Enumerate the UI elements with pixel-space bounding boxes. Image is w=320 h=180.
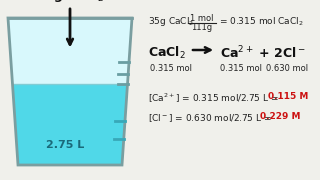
Text: CaCl$_2$: CaCl$_2$	[148, 45, 186, 61]
Polygon shape	[12, 84, 127, 165]
Text: 1 mol: 1 mol	[190, 14, 214, 23]
Text: = 0.315 mol CaCl$_2$: = 0.315 mol CaCl$_2$	[219, 15, 304, 28]
Text: 0.115 M: 0.115 M	[268, 92, 308, 101]
Text: Ca$^{2+}$ + 2Cl$^-$: Ca$^{2+}$ + 2Cl$^-$	[220, 45, 306, 62]
Text: 0.315 mol: 0.315 mol	[150, 64, 192, 73]
Text: 0.630 mol: 0.630 mol	[266, 64, 308, 73]
Text: [Cl$^-$] = 0.630 mol/2.75 L =: [Cl$^-$] = 0.630 mol/2.75 L =	[148, 112, 273, 124]
Polygon shape	[8, 18, 132, 165]
Text: 0.315 mol: 0.315 mol	[220, 64, 262, 73]
Text: 35g CaCl$_2$: 35g CaCl$_2$	[148, 15, 194, 28]
Text: 2.75 L: 2.75 L	[46, 140, 84, 150]
Text: [Ca$^{2+}$] = 0.315 mol/2.75 L =: [Ca$^{2+}$] = 0.315 mol/2.75 L =	[148, 92, 280, 105]
Text: 111g: 111g	[191, 23, 212, 32]
Text: 35g CaCl$_2$: 35g CaCl$_2$	[36, 0, 104, 4]
Text: 0.229 M: 0.229 M	[260, 112, 300, 121]
